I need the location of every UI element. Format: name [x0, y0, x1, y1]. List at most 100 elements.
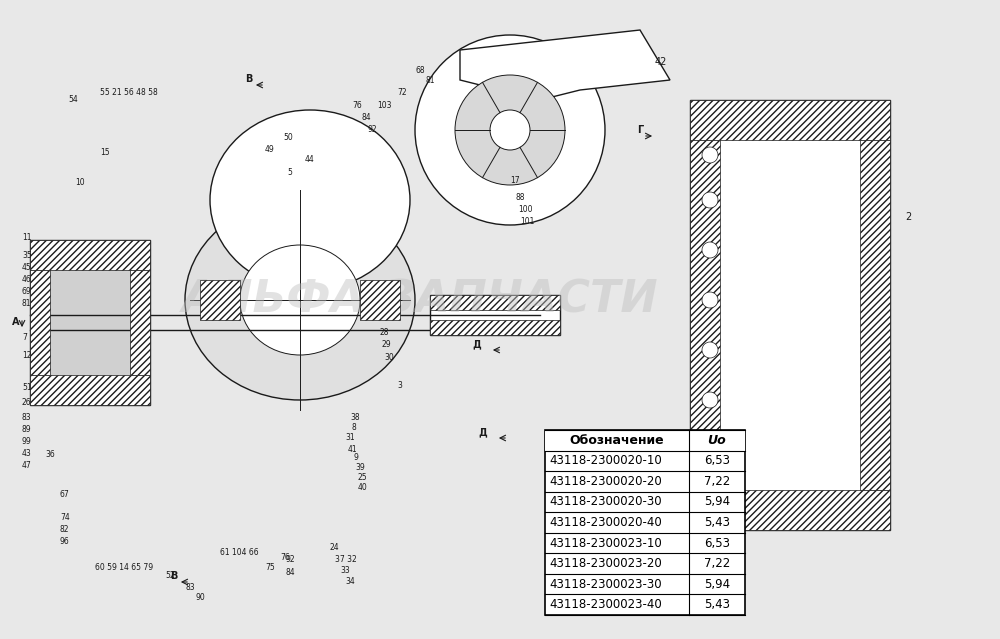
Text: 5: 5 — [287, 168, 292, 177]
Text: 7,22: 7,22 — [704, 475, 730, 488]
Text: 7,22: 7,22 — [704, 557, 730, 570]
Text: 76: 76 — [352, 101, 362, 110]
Text: 39: 39 — [355, 463, 365, 472]
Text: 46: 46 — [22, 275, 32, 284]
Text: 3: 3 — [397, 381, 402, 390]
Bar — [130, 270, 150, 375]
Text: 47: 47 — [22, 461, 32, 470]
Bar — [545, 430, 745, 450]
Text: 81: 81 — [22, 299, 32, 308]
Text: 82: 82 — [60, 525, 70, 534]
Text: 42: 42 — [655, 57, 667, 67]
Text: 2: 2 — [905, 212, 911, 222]
Text: 43118-2300023-20: 43118-2300023-20 — [549, 557, 662, 570]
Text: B: B — [245, 74, 252, 84]
Bar — [860, 140, 890, 490]
Text: 9: 9 — [353, 453, 358, 462]
Text: 55 21 56 48 58: 55 21 56 48 58 — [100, 88, 158, 97]
Bar — [545, 430, 745, 615]
Circle shape — [702, 342, 718, 358]
Text: 61 104 66: 61 104 66 — [220, 548, 259, 557]
Bar — [430, 295, 560, 310]
Text: 92: 92 — [367, 125, 377, 134]
Text: 36: 36 — [45, 450, 55, 459]
Circle shape — [455, 75, 565, 185]
Text: 76: 76 — [280, 553, 290, 562]
Text: 43118-2300023-40: 43118-2300023-40 — [549, 598, 662, 612]
Text: 41: 41 — [348, 445, 358, 454]
Text: Д: Д — [472, 339, 481, 349]
Text: 74: 74 — [60, 513, 70, 522]
Text: 49: 49 — [265, 145, 275, 154]
Text: Г: Г — [637, 125, 643, 135]
Text: 96: 96 — [60, 537, 70, 546]
Text: 43118-2300020-40: 43118-2300020-40 — [549, 516, 662, 529]
Circle shape — [702, 242, 718, 258]
Text: 40: 40 — [358, 483, 368, 492]
Text: 92: 92 — [285, 555, 295, 564]
Text: 43118-2300020-30: 43118-2300020-30 — [549, 495, 662, 509]
Text: 34: 34 — [345, 577, 355, 586]
Text: 31: 31 — [345, 433, 355, 442]
Text: 10: 10 — [75, 178, 85, 187]
Text: 45: 45 — [22, 263, 32, 272]
Text: 50: 50 — [283, 133, 293, 142]
Text: Uo: Uo — [708, 434, 726, 447]
Text: 90: 90 — [195, 593, 205, 602]
Text: АЛЬФА-ЗАПЧАСТИ: АЛЬФА-ЗАПЧАСТИ — [182, 279, 658, 322]
Text: 35: 35 — [22, 251, 32, 260]
Circle shape — [702, 392, 718, 408]
Text: B: B — [170, 571, 177, 581]
Text: A: A — [12, 317, 20, 327]
Text: 6,53: 6,53 — [704, 454, 730, 467]
Text: 100: 100 — [518, 205, 532, 214]
Ellipse shape — [185, 200, 415, 400]
Bar — [430, 320, 560, 335]
Text: 89: 89 — [22, 425, 32, 434]
Circle shape — [415, 35, 605, 225]
Text: 38: 38 — [350, 413, 360, 422]
Text: 83: 83 — [22, 413, 32, 422]
Text: 67: 67 — [60, 490, 70, 499]
Text: 11: 11 — [22, 233, 32, 242]
Circle shape — [702, 442, 718, 458]
Text: 44: 44 — [305, 155, 315, 164]
Ellipse shape — [240, 245, 360, 355]
Text: 30: 30 — [384, 353, 394, 362]
Ellipse shape — [210, 110, 410, 290]
Text: 54: 54 — [68, 95, 78, 104]
Bar — [200, 280, 240, 320]
Text: 99: 99 — [22, 437, 32, 446]
Text: 28: 28 — [380, 328, 390, 337]
Text: 43: 43 — [22, 449, 32, 458]
Text: 5,94: 5,94 — [704, 578, 730, 590]
Circle shape — [702, 147, 718, 163]
Bar — [690, 100, 890, 530]
Text: 43118-2300020-20: 43118-2300020-20 — [549, 475, 662, 488]
Bar — [430, 295, 560, 335]
Text: 72: 72 — [397, 88, 407, 97]
Text: 25: 25 — [357, 473, 367, 482]
Text: 33: 33 — [340, 566, 350, 575]
Text: 69: 69 — [22, 287, 32, 296]
Text: 88: 88 — [515, 193, 524, 202]
Text: 101: 101 — [520, 217, 534, 226]
Text: 5,43: 5,43 — [704, 598, 730, 612]
Text: 68: 68 — [415, 66, 425, 75]
Polygon shape — [460, 30, 670, 100]
Text: 81: 81 — [425, 76, 434, 85]
Circle shape — [702, 292, 718, 308]
Bar — [360, 280, 400, 320]
Text: 15: 15 — [100, 148, 110, 157]
Text: 84: 84 — [285, 568, 295, 577]
Text: 43118-2300023-10: 43118-2300023-10 — [549, 537, 662, 550]
Text: 37 32: 37 32 — [335, 555, 357, 564]
Bar — [690, 100, 890, 140]
Circle shape — [490, 110, 530, 150]
Text: 12: 12 — [22, 351, 32, 360]
Text: 26: 26 — [22, 398, 32, 407]
Text: 7: 7 — [22, 333, 27, 342]
Text: 8: 8 — [352, 423, 357, 432]
Text: 103: 103 — [377, 101, 392, 110]
Text: Д: Д — [478, 427, 487, 437]
